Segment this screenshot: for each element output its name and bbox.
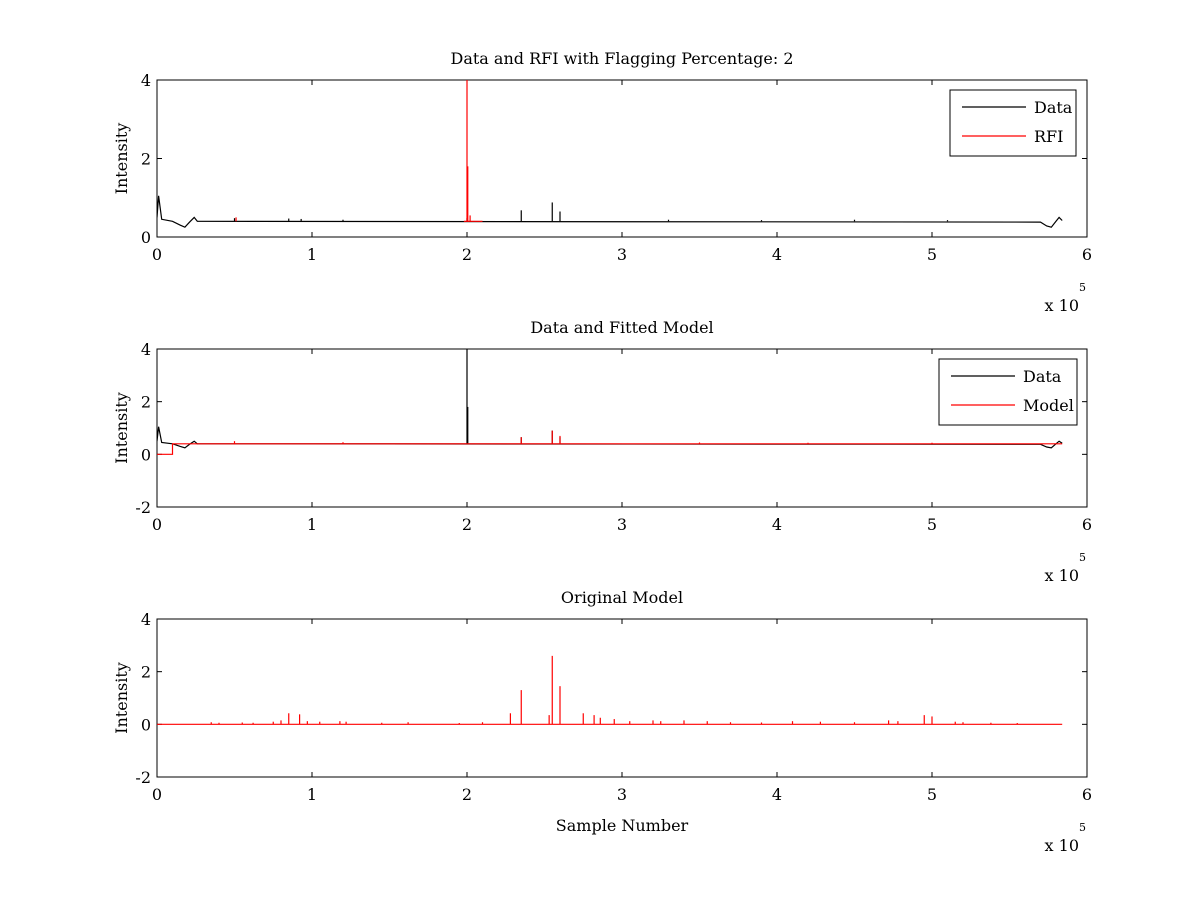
y-axis-label: Intensity bbox=[112, 123, 131, 195]
x-multiplier-exponent: 5 bbox=[1079, 281, 1086, 294]
y-tick-label: 0 bbox=[141, 228, 151, 247]
series-group bbox=[157, 349, 1063, 455]
y-tick-label: -2 bbox=[135, 768, 151, 787]
y-tick-label: 4 bbox=[141, 340, 151, 359]
x-tick-label: 6 bbox=[1082, 245, 1092, 264]
plot-area bbox=[156, 618, 1088, 778]
legend: Data Model bbox=[938, 358, 1078, 426]
chart-title: Original Model bbox=[561, 588, 683, 607]
legend-label-model: Model bbox=[1023, 396, 1074, 415]
x-multiplier-base: x 10 bbox=[1045, 836, 1079, 855]
x-multiplier-exponent: 5 bbox=[1079, 551, 1086, 564]
y-axis-label: Intensity bbox=[112, 392, 131, 464]
x-tick-label: 3 bbox=[617, 785, 627, 804]
x-tick-label: 1 bbox=[307, 245, 317, 264]
x-tick-label: 5 bbox=[927, 245, 937, 264]
x-tick-label: 2 bbox=[462, 785, 472, 804]
legend-label-data: Data bbox=[1034, 98, 1073, 117]
y-tick-label: 0 bbox=[141, 715, 151, 734]
x-tick-label: 0 bbox=[152, 785, 162, 804]
y-tick-label: 0 bbox=[141, 445, 151, 464]
x-tick-label: 4 bbox=[772, 785, 782, 804]
legend: Data RFI bbox=[949, 89, 1077, 157]
x-tick-label: 2 bbox=[462, 515, 472, 534]
y-tick-label: -2 bbox=[135, 498, 151, 517]
legend-box bbox=[949, 89, 1077, 157]
y-tick-label: 2 bbox=[141, 393, 151, 412]
x-tick-label: 5 bbox=[927, 785, 937, 804]
series-data-line bbox=[157, 426, 1063, 449]
series-model-line bbox=[157, 443, 1063, 455]
series-data-line bbox=[157, 195, 1063, 228]
x-multiplier-exponent: 5 bbox=[1079, 821, 1086, 834]
x-tick-label: 3 bbox=[617, 515, 627, 534]
x-multiplier-base: x 10 bbox=[1045, 296, 1079, 315]
legend-label-data: Data bbox=[1023, 367, 1062, 386]
x-tick-label: 3 bbox=[617, 245, 627, 264]
y-tick-label: 4 bbox=[141, 610, 151, 629]
plot-area bbox=[156, 348, 1088, 508]
plot-area bbox=[156, 79, 1088, 238]
chart-title: Data and Fitted Model bbox=[530, 318, 713, 337]
x-tick-label: 0 bbox=[152, 515, 162, 534]
x-tick-label: 6 bbox=[1082, 515, 1092, 534]
x-tick-label: 1 bbox=[307, 785, 317, 804]
y-tick-label: 4 bbox=[141, 71, 151, 90]
legend-label-rfi: RFI bbox=[1034, 127, 1063, 146]
x-tick-label: 5 bbox=[927, 515, 937, 534]
series-group bbox=[157, 655, 1063, 725]
x-tick-label: 0 bbox=[152, 245, 162, 264]
y-axis-label: Intensity bbox=[112, 662, 131, 734]
y-tick-label: 2 bbox=[141, 663, 151, 682]
legend-box bbox=[938, 358, 1078, 426]
x-multiplier-base: x 10 bbox=[1045, 566, 1079, 585]
y-tick-label: 2 bbox=[141, 150, 151, 169]
series-group bbox=[157, 80, 1063, 228]
x-tick-label: 6 bbox=[1082, 785, 1092, 804]
x-tick-label: 4 bbox=[772, 515, 782, 534]
x-tick-label: 2 bbox=[462, 245, 472, 264]
chart-title: Data and RFI with Flagging Percentage: 2 bbox=[450, 49, 793, 68]
x-tick-label: 1 bbox=[307, 515, 317, 534]
x-axis-label: Sample Number bbox=[556, 816, 689, 835]
x-tick-label: 4 bbox=[772, 245, 782, 264]
